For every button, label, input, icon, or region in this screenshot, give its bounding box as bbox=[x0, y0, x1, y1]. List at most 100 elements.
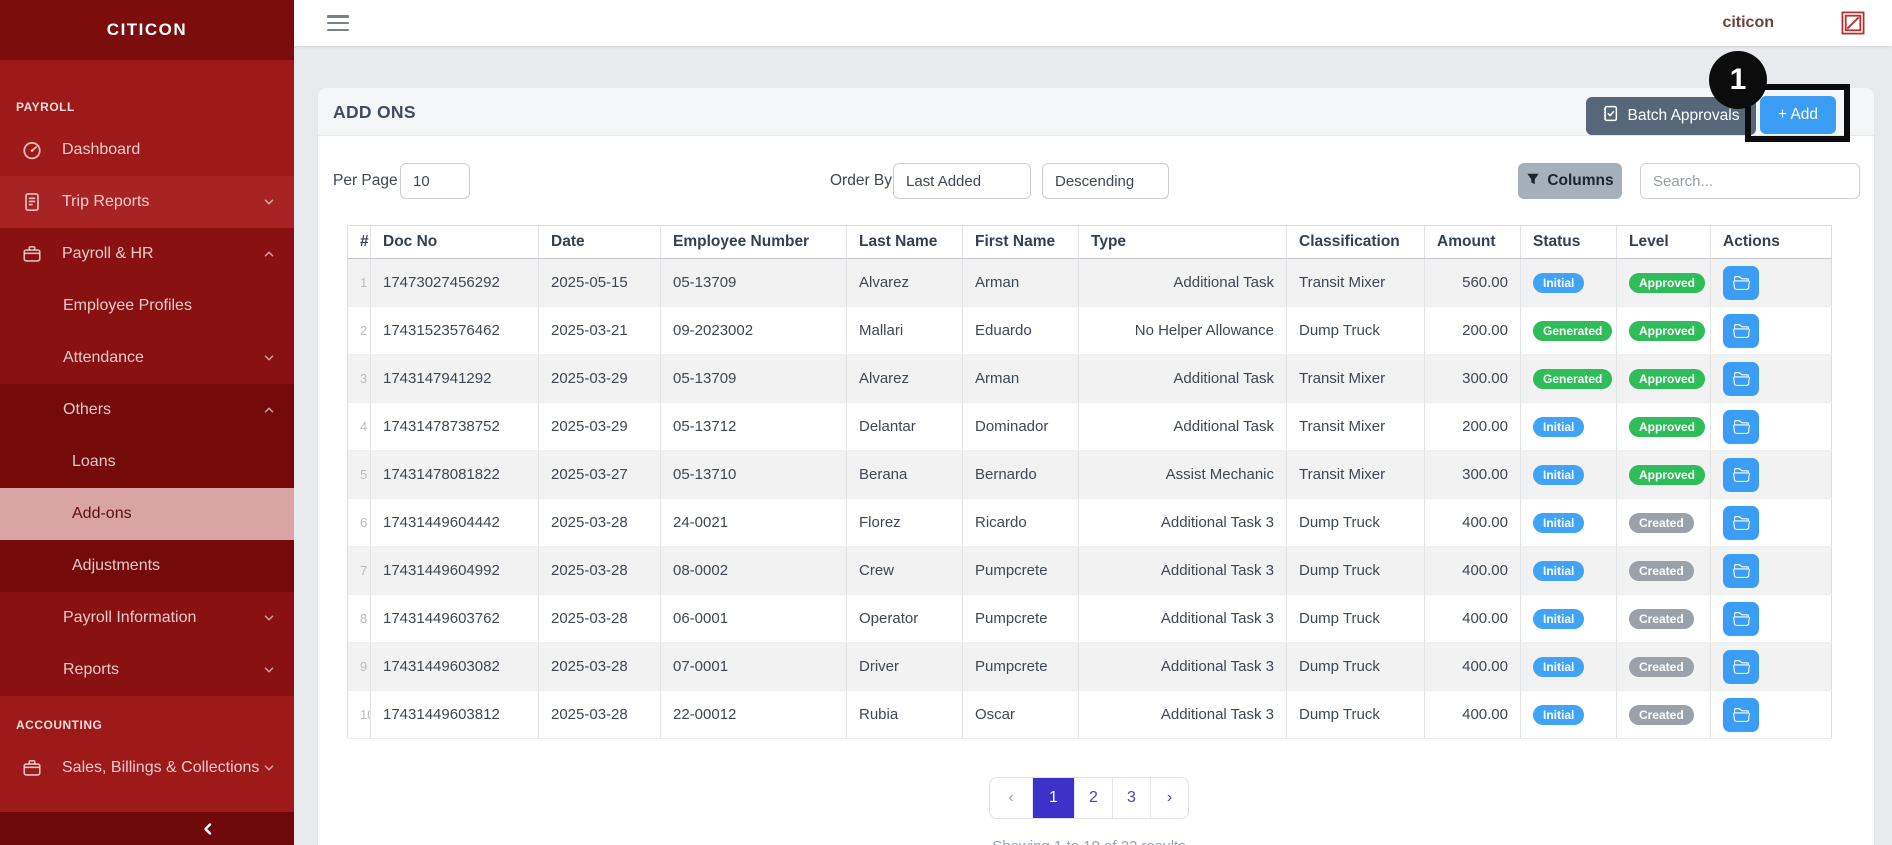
cell-status: Initial bbox=[1520, 546, 1617, 595]
sidebar-item-sales-billings-collections[interactable]: Sales, Billings & Collections bbox=[0, 742, 294, 794]
chevron-down-icon bbox=[262, 611, 276, 625]
open-record-button[interactable] bbox=[1723, 361, 1759, 396]
sidebar: CITICON PAYROLL Dashboard Trip Reports Payr… bbox=[0, 0, 294, 845]
cell-first: Ricardo bbox=[962, 498, 1079, 547]
sidebar-item-label: Reports bbox=[63, 661, 120, 678]
sidebar-item-label: Loans bbox=[72, 453, 116, 470]
open-record-button[interactable] bbox=[1723, 457, 1759, 492]
chevron-up-icon bbox=[262, 247, 276, 261]
level-badge: Created bbox=[1629, 512, 1694, 533]
cell-status: Initial bbox=[1520, 642, 1617, 691]
open-record-button[interactable] bbox=[1723, 265, 1759, 300]
cell-n: 8 bbox=[347, 594, 371, 643]
pagination-prev[interactable]: ‹ bbox=[1008, 789, 1014, 806]
cell-emp: 05-13709 bbox=[660, 258, 847, 307]
cell-actions bbox=[1710, 594, 1832, 643]
cell-status: Initial bbox=[1520, 258, 1617, 307]
folder-open-icon bbox=[1732, 706, 1750, 723]
open-record-button[interactable] bbox=[1723, 313, 1759, 348]
cell-type: Additional Task bbox=[1078, 402, 1287, 451]
pagination-page-3[interactable]: 3 bbox=[1112, 778, 1150, 818]
level-badge: Approved bbox=[1629, 272, 1706, 293]
table-row: 8 17431449603762 2025-03-28 06-0001 Operator… bbox=[347, 594, 1832, 643]
cell-amount: 400.00 bbox=[1424, 498, 1521, 547]
open-record-button[interactable] bbox=[1723, 505, 1759, 540]
cell-level: Approved bbox=[1616, 354, 1711, 403]
cell-actions bbox=[1710, 450, 1832, 499]
sidebar-item-payroll-hr[interactable]: Payroll & HR bbox=[0, 228, 294, 280]
cell-class: Dump Truck bbox=[1286, 306, 1425, 355]
direction-select[interactable]: Descending bbox=[1042, 163, 1169, 199]
file-text-icon bbox=[22, 192, 42, 212]
cell-status: Initial bbox=[1520, 690, 1617, 739]
sidebar-item-dashboard[interactable]: Dashboard bbox=[0, 124, 294, 176]
funnel-icon bbox=[1526, 172, 1540, 191]
cell-status: Initial bbox=[1520, 402, 1617, 451]
sidebar-item-others[interactable]: Others bbox=[0, 384, 294, 436]
cell-doc: 1743147941292 bbox=[370, 354, 539, 403]
cell-emp: 07-0001 bbox=[660, 642, 847, 691]
sidebar-collapse-bar[interactable] bbox=[0, 812, 294, 845]
folder-open-icon bbox=[1732, 658, 1750, 675]
cell-doc: 17431478738752 bbox=[370, 402, 539, 451]
open-record-button[interactable] bbox=[1723, 601, 1759, 636]
table-body: 1 17473027456292 2025-05-15 05-13709 Alvarez… bbox=[347, 258, 1832, 739]
cell-actions bbox=[1710, 306, 1832, 355]
cell-date: 2025-03-29 bbox=[538, 354, 661, 403]
cell-amount: 300.00 bbox=[1424, 450, 1521, 499]
cell-date: 2025-05-15 bbox=[538, 258, 661, 307]
open-record-button[interactable] bbox=[1723, 553, 1759, 588]
table-row: 5 17431478081822 2025-03-27 05-13710 Berana B… bbox=[347, 450, 1832, 499]
cell-last: Mallari bbox=[846, 306, 963, 355]
open-record-button[interactable] bbox=[1723, 409, 1759, 444]
table-row: 3 1743147941292 2025-03-29 05-13709 Alvarez A… bbox=[347, 354, 1832, 403]
sidebar-item-adjustments[interactable]: Adjustments bbox=[0, 540, 294, 592]
sidebar-item-trip-reports[interactable]: Trip Reports bbox=[0, 176, 294, 228]
cell-doc: 17431478081822 bbox=[370, 450, 539, 499]
status-badge: Initial bbox=[1533, 512, 1585, 533]
sidebar-item-add-ons[interactable]: Add-ons bbox=[0, 488, 294, 540]
sidebar-item-attendance[interactable]: Attendance bbox=[0, 332, 294, 384]
sidebar-item-label: Employee Profiles bbox=[63, 297, 192, 314]
cell-n: 2 bbox=[347, 306, 371, 355]
cell-last: Operator bbox=[846, 594, 963, 643]
add-button[interactable]: + Add bbox=[1760, 96, 1836, 134]
search-input[interactable] bbox=[1640, 163, 1860, 199]
cell-last: Florez bbox=[846, 498, 963, 547]
column-header: Actions bbox=[1710, 225, 1832, 259]
batch-approvals-label: Batch Approvals bbox=[1627, 107, 1740, 124]
cell-amount: 560.00 bbox=[1424, 258, 1521, 307]
account-menu[interactable]: citicon bbox=[1722, 14, 1774, 31]
cell-first: Pumpcrete bbox=[962, 642, 1079, 691]
cell-doc: 17431449603812 bbox=[370, 690, 539, 739]
sidebar-item-employee-profiles[interactable]: Employee Profiles bbox=[0, 280, 294, 332]
pagination-page-1[interactable]: 1 bbox=[1032, 778, 1074, 818]
pagination-page-2[interactable]: 2 bbox=[1074, 778, 1112, 818]
cell-type: Assist Mechanic bbox=[1078, 450, 1287, 499]
per-page-select[interactable]: 10 bbox=[400, 163, 470, 199]
sidebar-item-loans[interactable]: Loans bbox=[0, 436, 294, 488]
hamburger-menu-icon[interactable] bbox=[327, 15, 349, 31]
pagination-next[interactable]: › bbox=[1150, 778, 1188, 818]
sidebar-item-label: Payroll Information bbox=[63, 609, 197, 626]
batch-approvals-button[interactable]: Batch Approvals bbox=[1586, 97, 1756, 135]
cell-n: 7 bbox=[347, 546, 371, 595]
open-record-button[interactable] bbox=[1723, 697, 1759, 732]
cell-emp: 09-2023002 bbox=[660, 306, 847, 355]
columns-button[interactable]: Columns bbox=[1518, 163, 1622, 199]
cell-doc: 17431449603762 bbox=[370, 594, 539, 643]
sidebar-item-payroll-information[interactable]: Payroll Information bbox=[0, 592, 294, 644]
column-header: Doc No bbox=[370, 225, 539, 259]
cell-first: Oscar bbox=[962, 690, 1079, 739]
status-badge: Initial bbox=[1533, 656, 1585, 677]
cell-status: Initial bbox=[1520, 594, 1617, 643]
column-header: # bbox=[347, 225, 371, 259]
topbar: citicon bbox=[294, 0, 1892, 46]
chevron-down-icon bbox=[446, 175, 459, 188]
open-record-button[interactable] bbox=[1723, 649, 1759, 684]
sidebar-item-reports[interactable]: Reports bbox=[0, 644, 294, 696]
order-by-select[interactable]: Last Added bbox=[893, 163, 1031, 199]
table-row: 4 17431478738752 2025-03-29 05-13712 Delanta… bbox=[347, 402, 1832, 451]
cell-date: 2025-03-27 bbox=[538, 450, 661, 499]
